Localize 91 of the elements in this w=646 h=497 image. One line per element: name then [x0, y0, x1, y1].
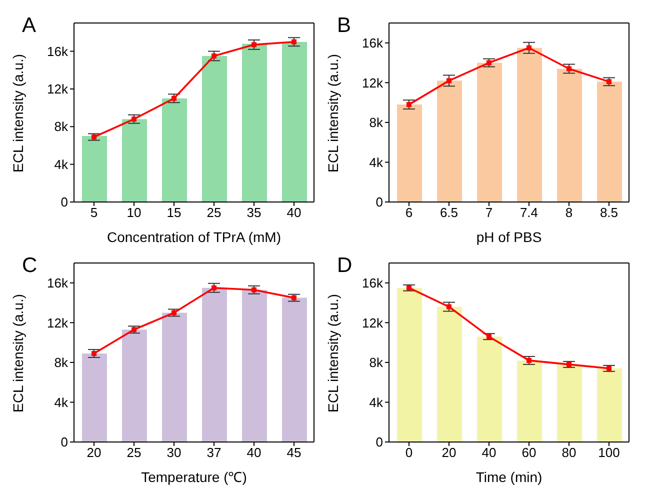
y-tick-label: 0	[376, 434, 383, 450]
x-axis-title: Time (min)	[476, 469, 542, 485]
x-tick-label: 40	[482, 445, 496, 460]
x-tick-label: 0	[405, 445, 413, 460]
x-tick-label: 10	[126, 205, 142, 220]
y-tick-label: 8k	[54, 355, 68, 370]
point	[446, 78, 452, 84]
bar	[202, 288, 227, 442]
point	[132, 116, 136, 122]
y-tick-label: 0	[60, 194, 68, 210]
bar	[557, 68, 582, 202]
x-tick-label: 15	[166, 205, 182, 220]
x-tick-label: 20	[442, 445, 456, 460]
x-axis-title: pH of PBS	[476, 229, 542, 245]
bar	[397, 288, 422, 442]
bar	[162, 98, 187, 202]
point	[526, 45, 532, 50]
y-axis-title: ECL intensity (a.u.)	[324, 54, 341, 172]
bar	[517, 360, 542, 442]
bar	[477, 336, 502, 442]
point	[292, 39, 296, 44]
y-tick-label: 12k	[362, 75, 384, 90]
x-tick-label: 6.5	[440, 205, 458, 220]
point	[212, 285, 216, 290]
x-tick-label: 30	[166, 445, 182, 460]
x-axis-title: Temperature (℃)	[141, 469, 247, 485]
y-tick-label: 4k	[54, 394, 68, 410]
bar	[122, 330, 147, 442]
x-tick-label: 80	[562, 445, 576, 460]
bar	[82, 353, 107, 442]
y-tick-label: 16k	[362, 36, 384, 51]
bar	[597, 368, 622, 442]
x-tick-label: 20	[86, 445, 102, 460]
y-tick-label: 12k	[47, 82, 68, 97]
point	[406, 102, 412, 108]
bar	[517, 48, 542, 202]
chart-title: C	[22, 254, 38, 278]
y-tick-label: 4k	[54, 156, 68, 172]
bar	[162, 312, 187, 442]
bar	[397, 104, 422, 202]
bar	[282, 42, 307, 202]
x-tick-label: 100	[598, 445, 620, 460]
x-tick-label: 40	[246, 445, 262, 460]
y-tick-label: 4k	[369, 154, 384, 170]
x-tick-label: 8	[565, 205, 573, 220]
bar	[437, 306, 462, 442]
point	[172, 96, 176, 101]
y-axis-title: ECL intensity (a.u.)	[10, 294, 26, 412]
y-tick-label: 4k	[369, 394, 384, 410]
x-tick-label: 35	[246, 205, 262, 220]
bar	[282, 298, 307, 442]
y-axis-title: ECL intensity (a.u.)	[10, 54, 26, 172]
x-axis-title: Concentration of TPrA (mM)	[106, 229, 282, 245]
bar	[242, 290, 267, 442]
x-tick-label: 7	[485, 205, 493, 220]
x-tick-label: 25	[206, 205, 222, 220]
bar	[437, 80, 462, 202]
x-tick-label: 5	[90, 205, 98, 220]
bar	[242, 44, 267, 202]
bar	[122, 119, 147, 202]
x-tick-label: 45	[286, 445, 302, 460]
bar	[477, 62, 502, 202]
y-tick-label: 16k	[47, 44, 68, 59]
y-tick-label: 12k	[362, 315, 384, 330]
y-tick-label: 12k	[47, 315, 68, 330]
point	[252, 42, 256, 48]
chart-title: B	[337, 14, 352, 38]
x-tick-label: 40	[286, 205, 302, 220]
bar	[202, 56, 227, 202]
bar	[82, 136, 107, 202]
point	[212, 53, 216, 58]
chart-title: D	[337, 254, 352, 278]
point	[566, 66, 572, 72]
bar	[557, 364, 582, 442]
x-tick-label: 25	[126, 445, 142, 460]
point	[446, 304, 452, 310]
y-axis-title: ECL intensity (a.u.)	[324, 294, 341, 412]
x-tick-label: 7.4	[520, 205, 538, 220]
y-tick-label: 16k	[47, 276, 68, 291]
y-tick-label: 0	[376, 194, 383, 210]
x-tick-label: 37	[206, 445, 222, 460]
x-tick-label: 60	[522, 445, 536, 460]
bar	[597, 82, 622, 202]
y-tick-label: 0	[60, 434, 68, 450]
y-tick-label: 8k	[54, 119, 68, 134]
chart-title: A	[22, 14, 36, 38]
x-tick-label: 8.5	[600, 205, 618, 220]
x-tick-label: 6	[405, 205, 413, 220]
y-tick-label: 8k	[369, 115, 384, 130]
y-tick-label: 8k	[369, 355, 384, 370]
y-tick-label: 16k	[362, 276, 384, 291]
